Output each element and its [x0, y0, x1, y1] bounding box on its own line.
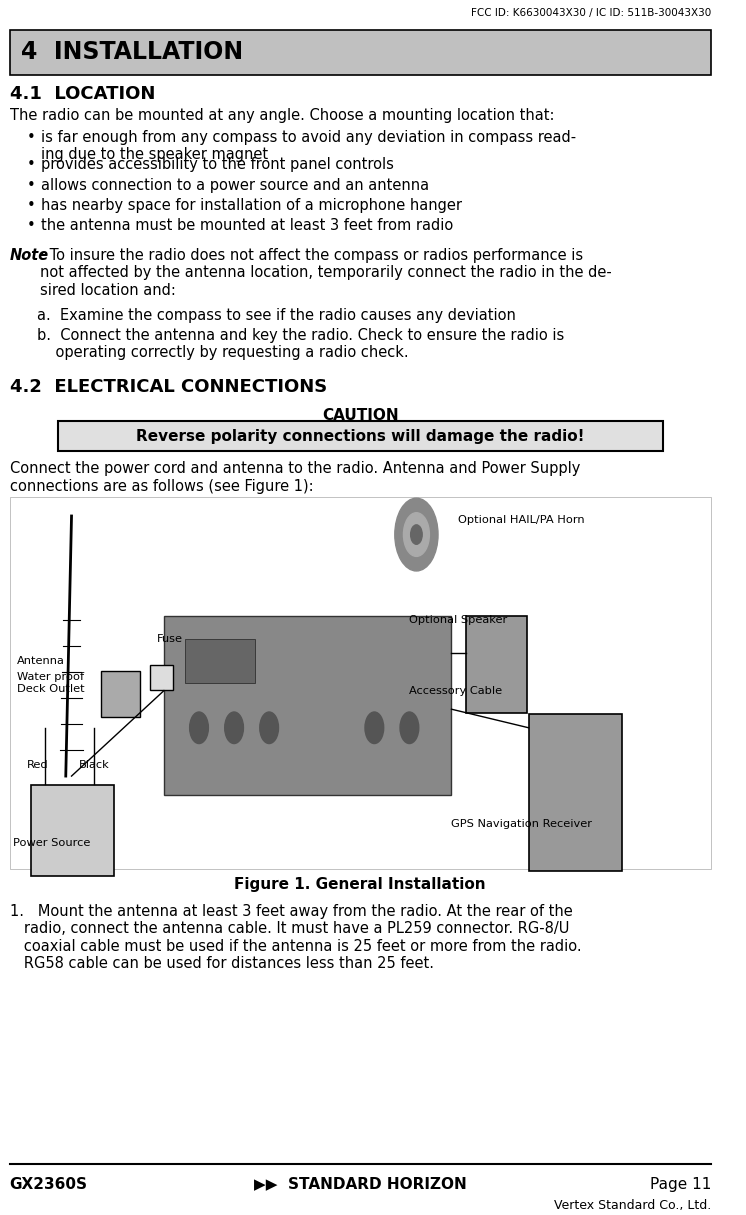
Bar — [185, 639, 255, 683]
Text: •: • — [27, 198, 36, 213]
Text: Fuse: Fuse — [157, 633, 183, 644]
Circle shape — [225, 712, 243, 744]
Text: Black: Black — [78, 759, 109, 770]
Text: GPS Navigation Receiver: GPS Navigation Receiver — [451, 819, 592, 830]
FancyBboxPatch shape — [10, 30, 711, 75]
Text: Power Source: Power Source — [13, 838, 90, 848]
Text: provides accessibility to the front panel controls: provides accessibility to the front pane… — [40, 157, 393, 171]
Text: GX2360S: GX2360S — [10, 1176, 88, 1192]
Text: is far enough from any compass to avoid any deviation in compass read-
ing due t: is far enough from any compass to avoid … — [40, 130, 576, 163]
Text: 4.2  ELECTRICAL CONNECTIONS: 4.2 ELECTRICAL CONNECTIONS — [10, 378, 327, 396]
Circle shape — [365, 712, 383, 744]
Text: •: • — [27, 157, 36, 171]
Text: 4  INSTALLATION: 4 INSTALLATION — [21, 40, 243, 64]
Bar — [31, 785, 113, 876]
Text: FCC ID: K6630043X30 / IC ID: 511B-30043X30: FCC ID: K6630043X30 / IC ID: 511B-30043X… — [471, 9, 711, 18]
FancyBboxPatch shape — [58, 422, 662, 452]
Bar — [150, 666, 173, 690]
Text: CAUTION: CAUTION — [322, 407, 398, 423]
Bar — [529, 713, 622, 871]
Text: 4.1  LOCATION: 4.1 LOCATION — [10, 85, 155, 103]
Text: b.  Connect the antenna and key the radio. Check to ensure the radio is
    oper: b. Connect the antenna and key the radio… — [37, 328, 564, 360]
Circle shape — [410, 525, 422, 544]
Bar — [101, 671, 140, 717]
Text: Connect the power cord and antenna to the radio. Antenna and Power Supply
connec: Connect the power cord and antenna to th… — [10, 462, 580, 493]
Text: Optional Speaker: Optional Speaker — [410, 615, 508, 625]
Text: Accessory Cable: Accessory Cable — [410, 685, 503, 696]
Text: the antenna must be mounted at least 3 feet from radio: the antenna must be mounted at least 3 f… — [40, 217, 453, 233]
Bar — [466, 616, 527, 713]
Text: Vertex Standard Co., Ltd.: Vertex Standard Co., Ltd. — [554, 1198, 711, 1211]
FancyBboxPatch shape — [10, 497, 711, 869]
Text: : To insure the radio does not affect the compass or radios performance is
not a: : To insure the radio does not affect th… — [40, 248, 612, 298]
Text: Red: Red — [27, 759, 48, 770]
Text: •: • — [27, 217, 36, 233]
Text: •: • — [27, 177, 36, 193]
Text: •: • — [27, 130, 36, 145]
Text: Antenna: Antenna — [16, 656, 65, 666]
Text: The radio can be mounted at any angle. Choose a mounting location that:: The radio can be mounted at any angle. C… — [10, 108, 554, 123]
Text: Note: Note — [10, 248, 48, 262]
Text: Page 11: Page 11 — [650, 1176, 711, 1192]
Circle shape — [395, 498, 438, 571]
Text: Reverse polarity connections will damage the radio!: Reverse polarity connections will damage… — [136, 429, 585, 443]
Circle shape — [404, 513, 430, 556]
Circle shape — [189, 712, 208, 744]
Text: Water proof
Deck Outlet: Water proof Deck Outlet — [16, 672, 84, 695]
Text: a.  Examine the compass to see if the radio causes any deviation: a. Examine the compass to see if the rad… — [37, 307, 515, 323]
Text: ▶▶  STANDARD HORIZON: ▶▶ STANDARD HORIZON — [254, 1176, 467, 1192]
Circle shape — [260, 712, 278, 744]
Text: 1.   Mount the antenna at least 3 feet away from the radio. At the rear of the
 : 1. Mount the antenna at least 3 feet awa… — [10, 904, 581, 971]
Text: has nearby space for installation of a microphone hanger: has nearby space for installation of a m… — [40, 198, 462, 213]
Text: Optional HAIL/PA Horn: Optional HAIL/PA Horn — [459, 515, 585, 525]
Text: allows connection to a power source and an antenna: allows connection to a power source and … — [40, 177, 429, 193]
Bar — [164, 616, 451, 795]
Text: Figure 1. General Installation: Figure 1. General Installation — [234, 877, 486, 892]
Circle shape — [400, 712, 419, 744]
